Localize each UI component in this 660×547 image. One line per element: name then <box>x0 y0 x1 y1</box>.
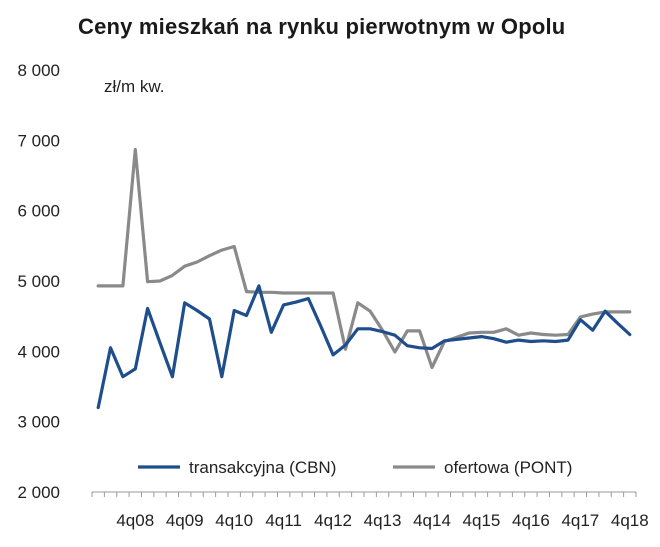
x-tick-label: 4q09 <box>166 511 204 530</box>
legend-transakcyjna: transakcyjna (CBN) <box>138 458 336 477</box>
x-tick-label: 4q15 <box>463 511 501 530</box>
series-line-transakcyjna <box>96 284 632 410</box>
x-tick-label: 4q12 <box>314 511 352 530</box>
chart-series <box>96 147 632 410</box>
x-tick-label: 4q08 <box>116 511 154 530</box>
x-tick-label: 4q10 <box>215 511 253 530</box>
y-tick-label: 6 000 <box>17 202 60 221</box>
y-tick-label: 8 000 <box>17 61 60 80</box>
y-tick-label: 7 000 <box>17 131 60 150</box>
legend-label: ofertowa (PONT) <box>444 458 572 477</box>
chart-axes: 2 000 3 000 4 000 5 000 6 000 7 000 8 000 4q08 4… <box>17 61 648 530</box>
x-tick-label: 4q13 <box>364 511 402 530</box>
y-tick-label: 4 000 <box>17 342 60 361</box>
series-line-ofertowa <box>96 147 632 370</box>
chart-legend: transakcyjna (CBN) ofertowa (PONT) <box>138 458 572 477</box>
y-tick-label: 3 000 <box>17 413 60 432</box>
chart-title: Ceny mieszkań na rynku pierwotnym w Opol… <box>78 14 566 39</box>
y-tick-label: 5 000 <box>17 272 60 291</box>
x-tick-label: 4q17 <box>561 511 599 530</box>
y-unit-label: zł/m kw. <box>104 77 164 96</box>
x-tick-label: 4q11 <box>265 511 302 530</box>
x-tick-label: 4q14 <box>413 511 451 530</box>
x-tick-label: 4q18 <box>611 511 649 530</box>
legend-ofertowa: ofertowa (PONT) <box>393 458 572 477</box>
legend-label: transakcyjna (CBN) <box>189 458 336 477</box>
y-tick-label: 2 000 <box>17 483 60 502</box>
x-tick-label: 4q16 <box>512 511 550 530</box>
